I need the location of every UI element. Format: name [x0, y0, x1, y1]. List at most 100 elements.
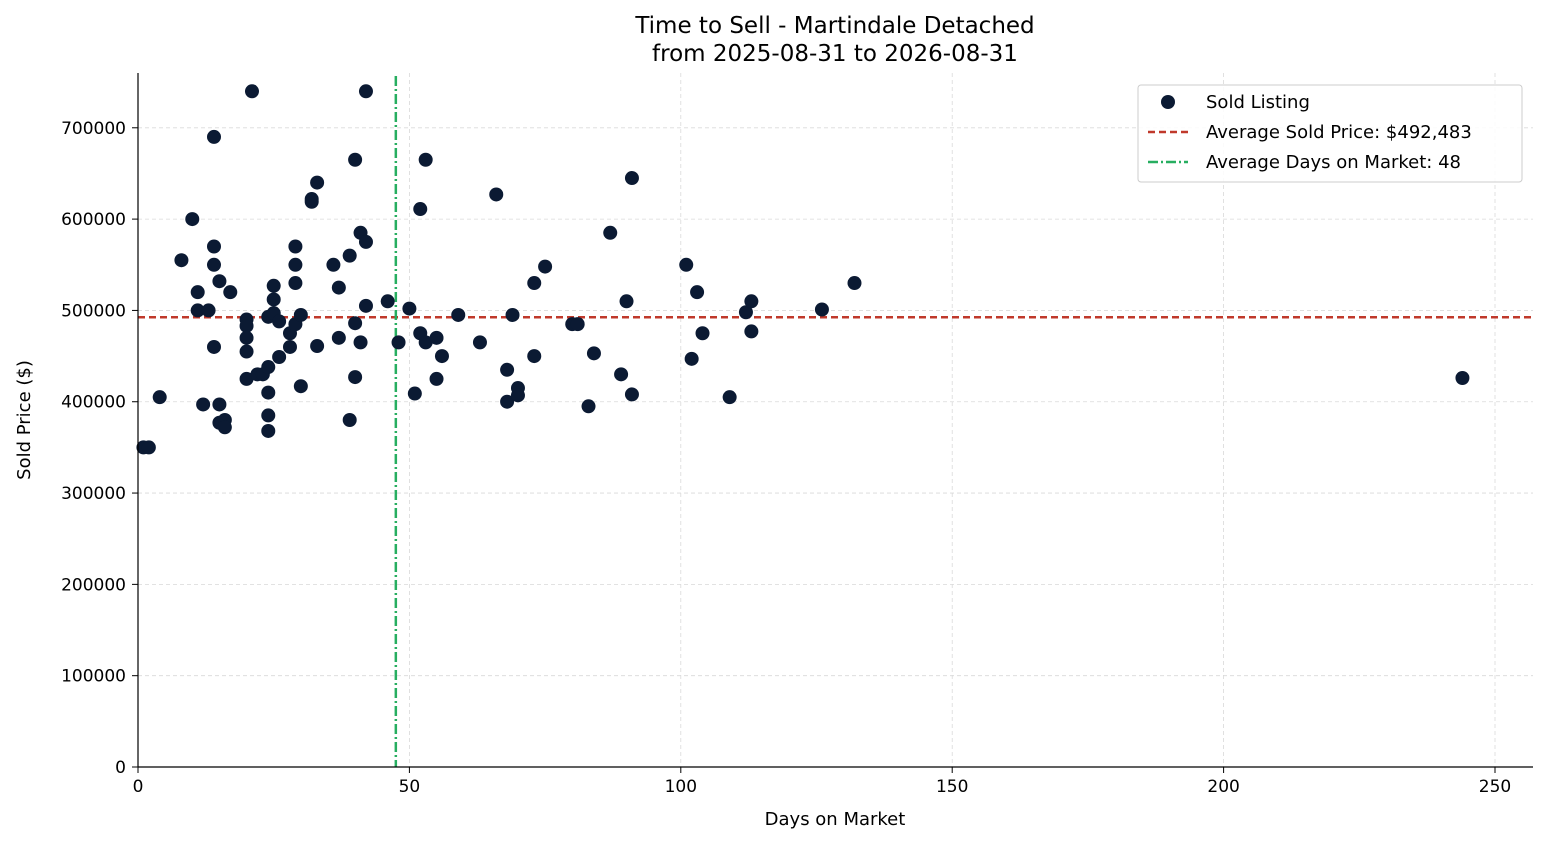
- y-tick-label: 400000: [61, 393, 126, 413]
- data-point: [190, 303, 205, 318]
- data-point: [624, 387, 639, 402]
- data-point: [570, 317, 585, 332]
- legend-frame: [1137, 84, 1523, 183]
- data-point: [603, 225, 618, 240]
- data-point: [206, 129, 221, 144]
- data-point: [510, 388, 525, 403]
- data-point: [402, 301, 417, 316]
- data-point: [586, 346, 601, 361]
- data-point: [261, 360, 276, 375]
- data-point: [288, 239, 303, 254]
- data-point: [418, 152, 433, 167]
- data-point: [206, 339, 221, 354]
- data-point: [217, 420, 232, 435]
- data-point: [418, 335, 433, 350]
- data-point: [152, 390, 167, 405]
- axes: [137, 73, 1533, 768]
- data-point: [847, 276, 862, 291]
- data-point: [293, 307, 308, 322]
- data-point: [174, 253, 189, 268]
- data-point: [434, 349, 449, 364]
- x-tick-label: 200: [1207, 777, 1239, 797]
- data-point: [348, 152, 363, 167]
- data-point: [196, 397, 211, 412]
- data-point: [310, 339, 325, 354]
- data-point: [500, 394, 515, 409]
- data-point: [266, 278, 281, 293]
- y-tick-label: 500000: [61, 301, 126, 321]
- x-tick-label: 0: [133, 777, 144, 797]
- y-tick-label: 0: [115, 758, 126, 778]
- data-point: [538, 259, 553, 274]
- data-point: [738, 305, 753, 320]
- y-tick-label: 700000: [61, 119, 126, 139]
- chart-title: Time to Sell - Martindale Detached: [634, 13, 1034, 39]
- data-point: [261, 423, 276, 438]
- data-point: [505, 307, 520, 322]
- data-point: [261, 385, 276, 400]
- data-point: [293, 379, 308, 394]
- data-point: [407, 386, 422, 401]
- legend-marker-sold-listing: [1161, 95, 1175, 109]
- data-point: [814, 302, 829, 317]
- data-point: [272, 314, 287, 329]
- reference-lines: [138, 76, 1533, 767]
- x-tick-label: 150: [936, 777, 968, 797]
- x-axis-label: Days on Market: [765, 809, 906, 830]
- data-point: [391, 335, 406, 350]
- data-point: [266, 292, 281, 307]
- y-tick-label: 200000: [61, 575, 126, 595]
- data-point: [310, 175, 325, 190]
- data-point: [239, 344, 254, 359]
- legend: Sold Listing Average Sold Price: $492,48…: [1137, 84, 1523, 183]
- data-point: [348, 316, 363, 331]
- data-point: [331, 330, 346, 345]
- data-point: [201, 303, 216, 318]
- legend-label-average-days-on-market: Average Days on Market: 48: [1206, 152, 1461, 173]
- data-point: [722, 390, 737, 405]
- data-point: [489, 187, 504, 202]
- data-point: [744, 324, 759, 339]
- data-point: [239, 330, 254, 345]
- data-point: [619, 294, 634, 309]
- data-point: [413, 202, 428, 217]
- data-point: [348, 370, 363, 385]
- data-point: [239, 371, 254, 386]
- data-point: [272, 349, 287, 364]
- x-tick-label: 250: [1479, 777, 1511, 797]
- data-point: [690, 285, 705, 300]
- data-point: [429, 330, 444, 345]
- data-point: [353, 335, 368, 350]
- data-point: [380, 294, 395, 309]
- tick-labels: 0 50 100 150 200 250 0 100000 200000 300000 400000…: [61, 119, 1511, 797]
- data-point: [1455, 370, 1470, 385]
- data-point: [244, 84, 259, 99]
- legend-label-average-sold-price: Average Sold Price: $492,483: [1206, 122, 1472, 143]
- data-point: [288, 276, 303, 291]
- data-point: [624, 171, 639, 186]
- data-point: [261, 408, 276, 423]
- data-point: [342, 413, 357, 427]
- data-point: [744, 294, 759, 309]
- x-tick-label: 100: [665, 777, 697, 797]
- x-tick-label: 50: [399, 777, 421, 797]
- data-point: [581, 399, 596, 414]
- data-point: [527, 276, 542, 291]
- data-point: [282, 339, 297, 354]
- data-point: [212, 274, 227, 289]
- data-point: [527, 349, 542, 364]
- data-point: [614, 367, 629, 382]
- data-point: [288, 257, 303, 272]
- data-point: [326, 257, 341, 272]
- legend-label-sold-listing: Sold Listing: [1206, 92, 1310, 113]
- data-point: [358, 84, 373, 99]
- data-point: [304, 194, 319, 209]
- data-point: [342, 248, 357, 263]
- data-point: [190, 285, 205, 300]
- data-point: [684, 351, 699, 366]
- data-point: [451, 307, 466, 322]
- data-point: [206, 257, 221, 272]
- y-tick-label: 100000: [61, 667, 126, 687]
- data-point: [358, 298, 373, 313]
